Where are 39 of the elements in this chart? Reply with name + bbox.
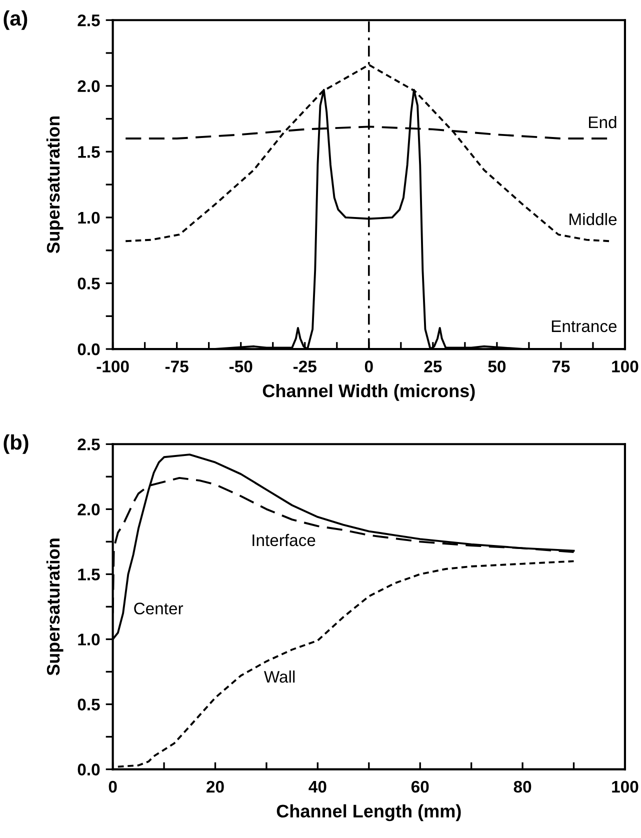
y-axis-title: Supersaturation xyxy=(46,116,64,254)
y-tick-label: 0.0 xyxy=(78,343,100,356)
x-tick-label: 0 xyxy=(108,780,117,793)
y-tick-label: 0.5 xyxy=(78,278,100,290)
x-tick-label: 100 xyxy=(612,360,638,372)
y-tick-label: 1.5 xyxy=(78,146,100,158)
y-tick-label: 2.5 xyxy=(78,14,100,26)
y-tick-label: 2.0 xyxy=(78,80,100,92)
x-tick-label: -25 xyxy=(293,360,316,372)
x-tick-label: 60 xyxy=(411,780,429,793)
series-label: Entrance xyxy=(552,320,617,332)
y-tick-label: 2.5 xyxy=(78,438,100,450)
x-tick-label: 0 xyxy=(364,360,373,372)
x-tick-label: -50 xyxy=(229,360,252,372)
y-tick-label: 1.0 xyxy=(78,634,100,646)
text: (b) xyxy=(4,434,28,454)
y-tick-label: 1.5 xyxy=(78,568,100,580)
series-label: Wall xyxy=(264,670,295,683)
x-axis-title: Channel Length (mm) xyxy=(276,804,461,822)
x-tick-label: 75 xyxy=(552,360,570,372)
y-tick-label: 0.5 xyxy=(78,698,100,710)
series-label: End xyxy=(589,116,616,128)
y-tick-label: 0.0 xyxy=(78,764,100,776)
x-tick-label: 20 xyxy=(206,780,224,793)
x-tick-label: 25 xyxy=(424,360,442,372)
y-tick-label: 1.0 xyxy=(78,212,100,224)
x-tick-label: 100 xyxy=(612,780,638,793)
series-label: Interface xyxy=(252,534,316,546)
y-tick-label: 2.0 xyxy=(78,504,100,516)
x-tick-label: 80 xyxy=(514,780,532,793)
series-label: Center xyxy=(134,602,184,614)
series-label: Middle xyxy=(570,212,617,226)
text: (a) xyxy=(4,10,28,30)
x-tick-label: -100 xyxy=(96,360,129,372)
x-axis-title: Channel Width (microns) xyxy=(262,384,475,401)
x-tick-label: 40 xyxy=(308,780,326,793)
y-axis-title: Supersaturation xyxy=(46,538,64,676)
x-tick-label: 50 xyxy=(488,360,506,372)
x-tick-label: -75 xyxy=(165,360,188,372)
